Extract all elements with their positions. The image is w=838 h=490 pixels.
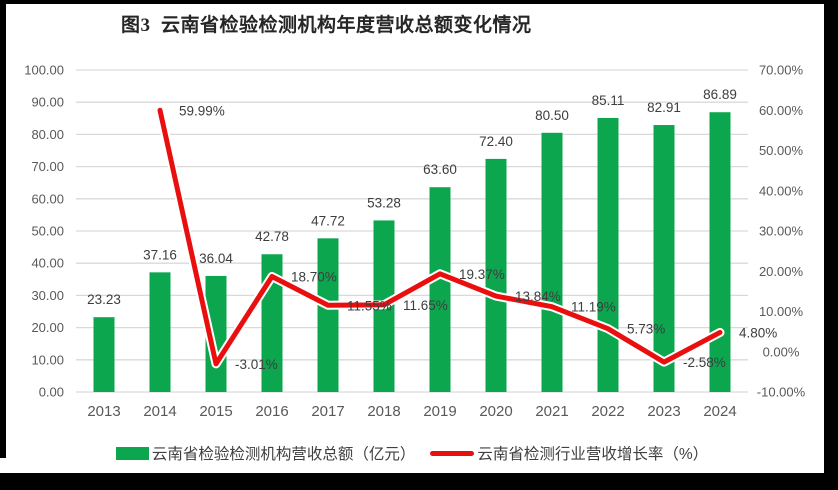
line-series bbox=[157, 107, 723, 367]
bar-value-label: 82.91 bbox=[647, 100, 681, 115]
line-value-label: 11.19% bbox=[571, 300, 616, 315]
line-value-label: -3.01% bbox=[235, 357, 278, 372]
line-value-label: 59.99% bbox=[179, 103, 225, 118]
bar bbox=[429, 187, 451, 392]
scan-border-top bbox=[0, 0, 824, 4]
bar-value-label: 85.11 bbox=[592, 93, 625, 108]
left-axis-tick-label: 10.00 bbox=[31, 352, 64, 367]
bar-value-label: 37.16 bbox=[143, 247, 177, 262]
bar-value-label: 80.50 bbox=[535, 108, 569, 123]
chart-legend: 云南省检验检测机构营收总额（亿元） 云南省检测行业营收增长率（%） bbox=[0, 441, 824, 465]
line-value-label: 13.84% bbox=[515, 289, 561, 304]
right-axis-tick-label: 60.00% bbox=[759, 103, 804, 118]
x-axis-tick-label: 2017 bbox=[311, 403, 344, 420]
x-axis-tick-label: 2022 bbox=[591, 403, 624, 420]
bar-value-label: 23.23 bbox=[87, 292, 121, 307]
left-axis-tick-label: 50.00 bbox=[31, 224, 64, 239]
scan-border-bottom bbox=[0, 473, 838, 490]
line-value-label: 19.37% bbox=[459, 267, 505, 282]
x-axis-tick-label: 2013 bbox=[87, 403, 120, 420]
bar bbox=[541, 132, 563, 393]
bar-value-label: 86.89 bbox=[703, 87, 737, 102]
x-axis-tick-label: 2023 bbox=[647, 403, 680, 420]
bar-legend-swatch bbox=[115, 446, 149, 460]
left-axis-tick-label: 60.00 bbox=[31, 191, 64, 206]
x-axis-tick-label: 2018 bbox=[367, 403, 400, 420]
bar bbox=[653, 125, 675, 393]
x-axis-tick-label: 2014 bbox=[143, 403, 176, 420]
right-axis-tick-label: 10.00% bbox=[759, 304, 804, 319]
x-axis-tick-label: 2021 bbox=[535, 403, 568, 420]
right-axis-tick-label: 0.00% bbox=[763, 344, 800, 359]
line-value-label: 11.55% bbox=[347, 298, 392, 313]
bar bbox=[597, 117, 619, 392]
x-axis-tick-label: 2024 bbox=[703, 403, 736, 420]
line-value-label: 18.70% bbox=[291, 269, 337, 284]
left-axis-tick-label: 70.00 bbox=[31, 159, 64, 174]
x-axis-tick-label: 2015 bbox=[199, 403, 232, 420]
scan-border-left bbox=[0, 0, 6, 458]
bar-value-label: 47.72 bbox=[311, 213, 345, 228]
line-value-label: 5.73% bbox=[627, 322, 665, 337]
bar bbox=[149, 272, 171, 392]
bar bbox=[93, 317, 115, 392]
left-axis-tick-label: 0.00 bbox=[39, 385, 64, 400]
x-axis-tick-label: 2019 bbox=[423, 403, 456, 420]
scan-border-right bbox=[824, 0, 838, 490]
chart-title: 图3 云南省检验检测机构年度营收总额变化情况 bbox=[121, 15, 532, 36]
bar bbox=[709, 112, 731, 392]
bar-legend-label: 云南省检验检测机构营收总额（亿元） bbox=[151, 446, 416, 463]
right-axis-tick-label: 40.00% bbox=[759, 183, 804, 198]
line-value-label: 4.80% bbox=[739, 325, 777, 340]
bar bbox=[485, 158, 507, 392]
bar-value-label: 53.28 bbox=[367, 195, 401, 210]
left-axis-tick-label: 80.00 bbox=[31, 127, 64, 142]
line-value-label: 11.65% bbox=[403, 298, 448, 313]
x-axis-tick-label: 2020 bbox=[479, 403, 512, 420]
bar-value-label: 36.04 bbox=[199, 251, 233, 266]
left-axis-tick-label: 30.00 bbox=[31, 288, 64, 303]
line-value-label: -2.58% bbox=[683, 355, 726, 370]
left-axis-tick-label: 90.00 bbox=[31, 95, 64, 110]
left-axis-tick-label: 20.00 bbox=[31, 320, 64, 335]
left-axis-tick-label: 40.00 bbox=[31, 256, 64, 271]
bar-value-label: 63.60 bbox=[423, 162, 457, 177]
bar bbox=[317, 238, 339, 392]
line-legend-swatch bbox=[430, 450, 475, 456]
right-axis-tick-label: 20.00% bbox=[759, 264, 804, 279]
left-axis-tick-label: 100.00 bbox=[24, 63, 64, 78]
right-axis-tick-label: 30.00% bbox=[759, 224, 804, 239]
right-axis-tick-label: 50.00% bbox=[759, 143, 804, 158]
line-legend-label: 云南省检测行业营收增长率（%） bbox=[477, 446, 709, 463]
bar-value-label: 42.78 bbox=[255, 229, 289, 244]
x-axis-tick-label: 2016 bbox=[255, 403, 288, 420]
bar-value-label: 72.40 bbox=[479, 134, 513, 149]
right-axis-tick-label: -10.00% bbox=[757, 385, 806, 400]
right-axis-tick-label: 70.00% bbox=[759, 63, 804, 78]
